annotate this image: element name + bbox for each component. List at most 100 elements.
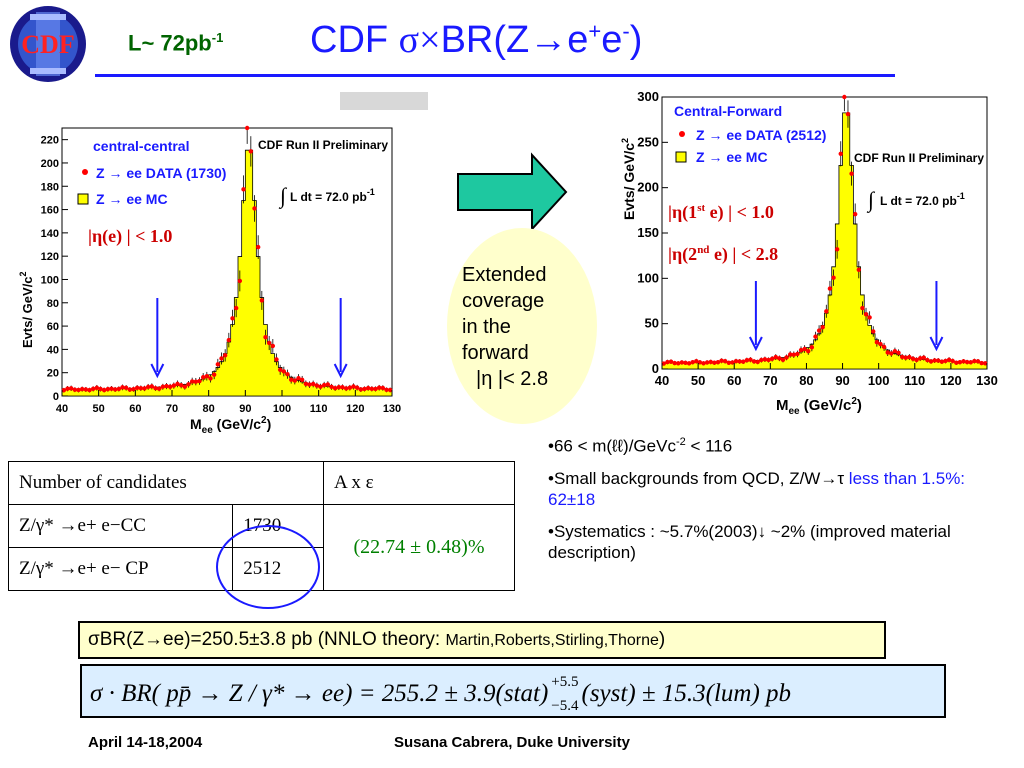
- chart1-lumi-label: L dt = 72.0 pb-1: [290, 187, 375, 204]
- chart1-data-point: [310, 381, 316, 387]
- chart2-ytick-label: 100: [637, 270, 659, 285]
- chart2-data-point: [917, 356, 923, 361]
- chart1-ytick-label: 160: [41, 205, 59, 217]
- table-cell-acceptance: (22.74 ± 0.48)%: [323, 504, 515, 591]
- chart1-data-point: [387, 387, 393, 393]
- chart2-ytick-label: 150: [637, 225, 659, 240]
- chart2-data-point: [755, 359, 760, 365]
- list-item: •Small backgrounds from QCD, Z/W→τ less …: [548, 468, 966, 509]
- chart2-data-point: [744, 357, 750, 363]
- chart1-data-point: [347, 385, 353, 390]
- chart2-window-arrow: [748, 281, 763, 352]
- formula-lhs: σ · BR( pp̄ → Z / γ* → ee) = 255.2 ± 3.9…: [90, 680, 548, 707]
- chart1-data-point: [90, 386, 96, 392]
- chart2-xtick-label: 80: [799, 373, 813, 388]
- chart2-xtick-label: 70: [763, 373, 777, 388]
- chart2-data-point: [802, 346, 807, 352]
- chart1-data-point: [164, 383, 169, 389]
- chart1-data-point: [83, 387, 89, 392]
- chart1-data-point: [116, 386, 122, 392]
- chart1-xtick-label: 130: [383, 403, 401, 415]
- footer-date: April 14-18,2004: [88, 734, 203, 751]
- chart2-data-point: [910, 356, 916, 361]
- chart2-data-point: [834, 247, 840, 252]
- chart2-data-point: [921, 355, 927, 360]
- chart2-data-point: [668, 359, 674, 364]
- candidates-table: Number of candidates A x ε Z/γ* →e+ e−CC…: [7, 461, 515, 591]
- chart1-data-point: [281, 369, 287, 374]
- chart1-data-point: [321, 382, 327, 388]
- chart1-data-point: [314, 383, 320, 388]
- chart1-data-point: [292, 378, 298, 383]
- chart1-data-point: [138, 385, 144, 391]
- chart2-data-point: [773, 354, 778, 360]
- chart1-integral-sign: ∫: [278, 183, 288, 209]
- chart1-data-point: [233, 305, 239, 311]
- chart2-ytick-label: 50: [645, 316, 659, 331]
- chart1-data-point: [340, 385, 345, 390]
- chart2-data-point: [954, 360, 959, 365]
- chart2-data-point: [798, 347, 804, 353]
- chart1-data-point: [186, 382, 191, 387]
- chart1-plot: 40 50 60 70 80 90 100 110 120 130 0 20 40 60 80 100 120 1…: [41, 125, 401, 415]
- chart1-data-point: [112, 387, 118, 392]
- chart2-data-point: [946, 357, 952, 362]
- chart2-data-point: [899, 354, 905, 360]
- chart1-xtick-label: 90: [239, 403, 251, 415]
- chart1-data-point: [351, 384, 356, 389]
- formula: σ · BR( pp̄ → Z / γ* → ee) = 255.2 ± 3.9…: [90, 674, 791, 714]
- chart2-data-point: [722, 358, 728, 364]
- table-header-row: Number of candidates A x ε: [8, 461, 515, 505]
- blurred-caption: [340, 92, 428, 110]
- luminosity-label: L~ 72pb-1: [128, 30, 224, 56]
- chart2-ytick-label: 250: [637, 134, 659, 149]
- chart1-data-point: [384, 387, 389, 393]
- chart2-data-point: [852, 211, 858, 217]
- chart2-data-point: [932, 358, 937, 363]
- chart1-xtick-label: 110: [310, 403, 328, 415]
- chart2-xtick-label: 60: [727, 373, 741, 388]
- chart2-ytick-label: 300: [637, 89, 659, 104]
- chart2-data-point: [939, 359, 945, 364]
- chart1-data-point: [303, 381, 309, 387]
- chart2-data-point: [928, 359, 934, 364]
- chart1-ytick-label: 140: [41, 228, 59, 240]
- formula-box: σ · BR( pp̄ → Z / γ* → ee) = 255.2 ± 3.9…: [80, 664, 946, 718]
- chart1-data-point: [200, 375, 206, 380]
- chart1-data-point: [376, 385, 382, 390]
- chart1-data-point: [336, 384, 342, 390]
- chart2-data-point: [726, 360, 732, 365]
- chart1-data-point: [365, 385, 371, 391]
- chart2-data-point: [787, 352, 793, 357]
- chart1-legend-title: central-central: [93, 138, 189, 154]
- chart2-xlabel: Mee (GeV/c2): [776, 396, 862, 415]
- chart1-data-point: [98, 386, 103, 392]
- chart2-data-point: [679, 360, 685, 365]
- chart2-data-point: [759, 357, 764, 363]
- chart2-data-point: [762, 357, 768, 362]
- table-row: Z/γ* →e+ e−CC 1730 (22.74 ± 0.48)%: [7, 504, 515, 591]
- chart2-data-point: [867, 315, 872, 320]
- chart1-ytick-label: 40: [47, 344, 59, 356]
- chart1-data-point: [299, 377, 305, 383]
- chart1-data-point: [156, 386, 162, 391]
- chart1-data-point: [332, 385, 338, 391]
- chart1-data-point: [127, 387, 133, 392]
- chart2-data-point: [972, 358, 977, 364]
- chart1-data-point: [120, 385, 125, 390]
- chart2-data-point: [982, 361, 988, 366]
- chart2-data-point: [748, 357, 753, 362]
- chart2-data-point: [737, 359, 742, 364]
- chart2-data-point: [665, 359, 670, 365]
- chart1-data-point: [193, 379, 199, 384]
- chart1-ytick-label: 60: [47, 321, 59, 333]
- chart2-data-point: [831, 275, 836, 280]
- chart2-data-point: [827, 286, 833, 291]
- chart2-lumi-label: L dt = 72.0 pb-1: [880, 191, 965, 208]
- chart2-data-point: [881, 344, 887, 350]
- chart2-data-point: [672, 360, 677, 366]
- chart1-data-point: [255, 244, 261, 250]
- chart2-data-point: [661, 361, 667, 366]
- chart2-data-point: [961, 359, 966, 364]
- logo-text: CDF: [21, 30, 74, 59]
